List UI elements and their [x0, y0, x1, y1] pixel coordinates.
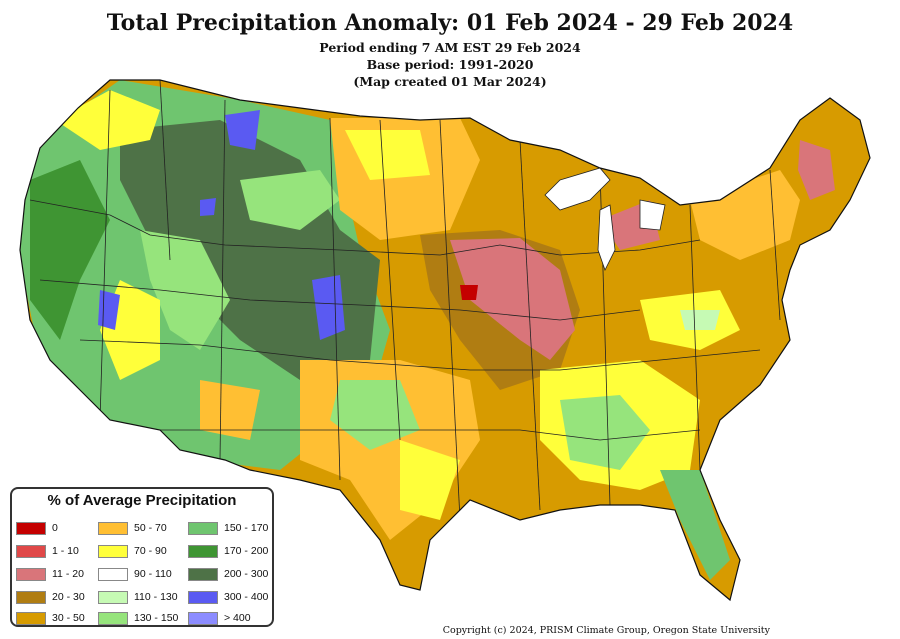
legend-label: 30 - 50 — [52, 612, 85, 624]
legend-swatch — [16, 522, 46, 535]
map-created-line: (Map created 01 Mar 2024) — [353, 74, 547, 89]
legend-swatch — [98, 591, 128, 604]
legend-label: 130 - 150 — [134, 612, 179, 624]
legend-label: 1 - 10 — [52, 545, 79, 557]
map-title: Total Precipitation Anomaly: 01 Feb 2024… — [106, 10, 794, 36]
legend-swatch — [98, 568, 128, 581]
legend-label: 110 - 130 — [134, 591, 178, 603]
lake-michigan — [597, 204, 616, 272]
base-period-line: Base period: 1991-2020 — [366, 57, 534, 72]
legend-swatch — [16, 591, 46, 604]
legend-swatch — [188, 612, 218, 625]
legend-label: 0 — [52, 522, 58, 534]
legend-label: 90 - 110 — [134, 568, 172, 580]
period-line: Period ending 7 AM EST 29 Feb 2024 — [319, 40, 581, 55]
legend-label: 70 - 90 — [134, 545, 167, 557]
legend-swatch — [188, 591, 218, 604]
legend-swatch — [98, 612, 128, 625]
legend-swatch — [16, 545, 46, 558]
legend-swatch — [188, 545, 218, 558]
legend-label: 11 - 20 — [52, 568, 84, 580]
legend-swatch — [98, 522, 128, 535]
legend-swatch — [98, 545, 128, 558]
copyright-notice: Copyright (c) 2024, PRISM Climate Group,… — [442, 625, 770, 636]
legend-label: 50 - 70 — [134, 522, 167, 534]
legend: % of Average Precipitation 0 1 - 10 11 -… — [10, 487, 274, 627]
legend-title: % of Average Precipitation — [47, 492, 237, 509]
legend-label: > 400 — [224, 612, 251, 624]
legend-label: 300 - 400 — [224, 591, 269, 603]
legend-swatch — [16, 568, 46, 581]
lake-huron — [639, 199, 666, 231]
legend-label: 150 - 170 — [224, 522, 269, 534]
legend-swatch — [188, 568, 218, 581]
legend-label: 200 - 300 — [224, 568, 269, 580]
legend-swatch — [188, 522, 218, 535]
us-outline — [19, 79, 871, 602]
legend-swatch — [16, 612, 46, 625]
legend-label: 20 - 30 — [52, 591, 85, 603]
legend-label: 170 - 200 — [224, 545, 269, 557]
